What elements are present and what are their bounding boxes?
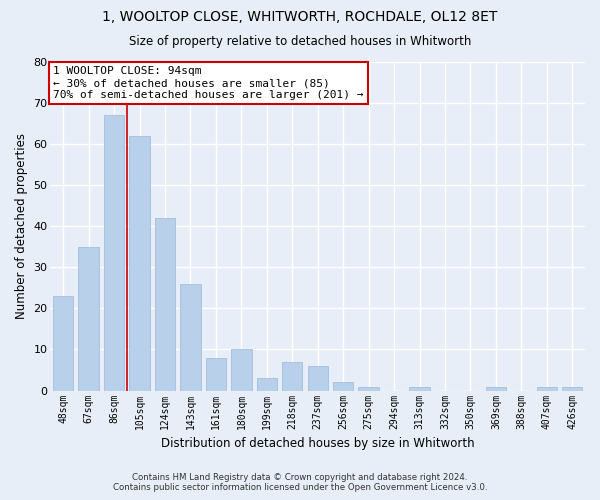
Text: 1, WOOLTOP CLOSE, WHITWORTH, ROCHDALE, OL12 8ET: 1, WOOLTOP CLOSE, WHITWORTH, ROCHDALE, O…: [103, 10, 497, 24]
Bar: [130, 136, 150, 390]
Bar: [155, 218, 175, 390]
Bar: [409, 386, 430, 390]
Bar: [486, 386, 506, 390]
Bar: [231, 350, 251, 391]
Bar: [358, 386, 379, 390]
Bar: [282, 362, 302, 390]
Bar: [257, 378, 277, 390]
Y-axis label: Number of detached properties: Number of detached properties: [15, 133, 28, 319]
Text: Contains HM Land Registry data © Crown copyright and database right 2024.
Contai: Contains HM Land Registry data © Crown c…: [113, 473, 487, 492]
X-axis label: Distribution of detached houses by size in Whitworth: Distribution of detached houses by size …: [161, 437, 475, 450]
Bar: [53, 296, 73, 390]
Bar: [308, 366, 328, 390]
Bar: [536, 386, 557, 390]
Bar: [562, 386, 583, 390]
Bar: [206, 358, 226, 390]
Bar: [180, 284, 200, 391]
Text: Size of property relative to detached houses in Whitworth: Size of property relative to detached ho…: [129, 35, 471, 48]
Bar: [333, 382, 353, 390]
Bar: [104, 115, 124, 390]
Text: 1 WOOLTOP CLOSE: 94sqm
← 30% of detached houses are smaller (85)
70% of semi-det: 1 WOOLTOP CLOSE: 94sqm ← 30% of detached…: [53, 66, 364, 100]
Bar: [79, 246, 99, 390]
